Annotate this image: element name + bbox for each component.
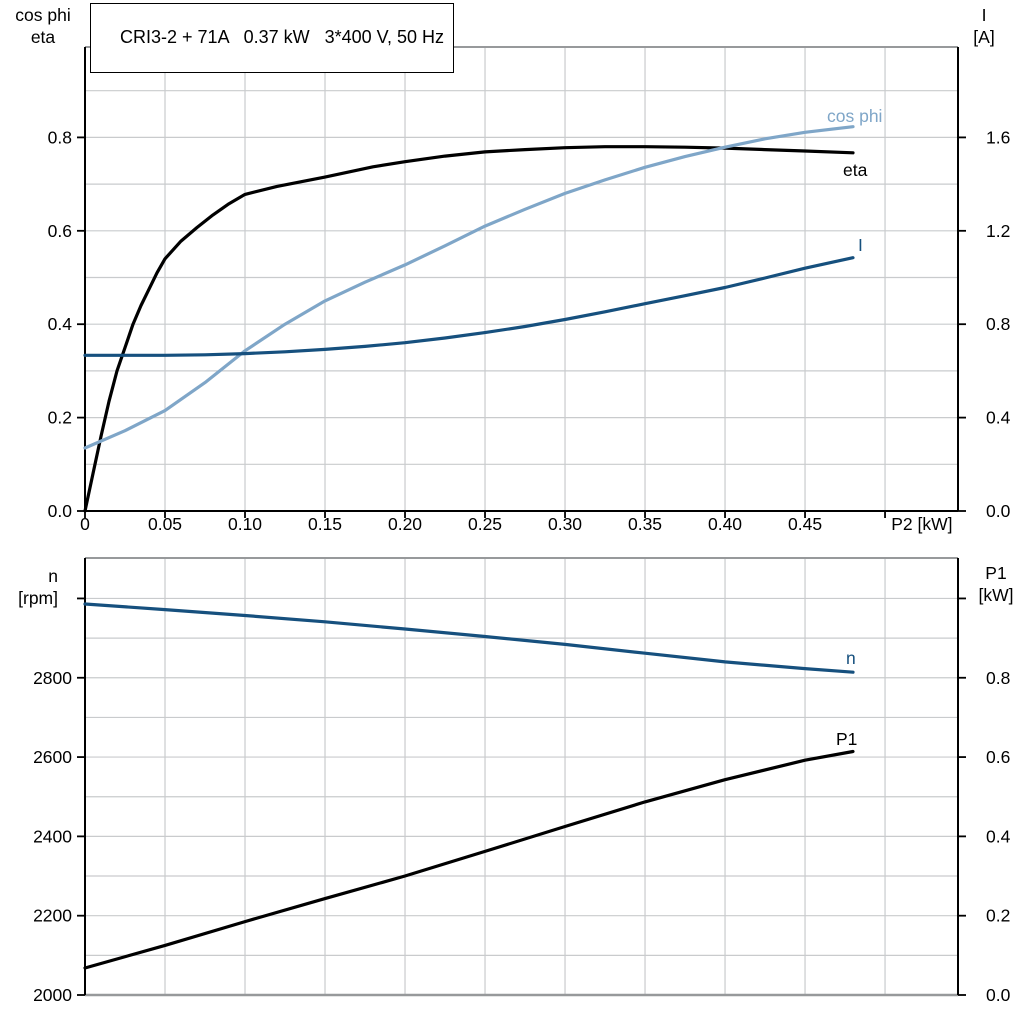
curve-label-current: I: [858, 235, 863, 255]
right-axis-tick-label: 0.0: [986, 985, 1011, 1005]
axis-ticks-and-labels: 2000 2200 2400 2600 2800 0.0 0.2 0.4 0.6 0.8: [33, 597, 1011, 1005]
x-axis-tick-label: 0.30: [548, 514, 582, 534]
axis-header-cos-phi: cos phi: [15, 5, 71, 25]
bottom-left-axis-header: n [rpm]: [0, 565, 58, 609]
curve-p1: [83, 749, 855, 970]
right-axis-tick-label: 0.8: [986, 314, 1010, 334]
axis-ticks-and-labels: 0.0 0.2 0.4 0.6 0.8 0.0 0.4 0.8 1.2 1.6 0 0.05 0.10 0…: [48, 127, 1011, 534]
axis-header-current: I: [981, 5, 987, 25]
curve-current: [83, 256, 855, 357]
x-axis-tick-label: 0.25: [468, 514, 502, 534]
right-axis-tick-label: 0.0: [986, 501, 1011, 521]
curve-label-eta: eta: [843, 160, 868, 180]
x-axis-tick-label: 0.40: [708, 514, 742, 534]
curve-speed: [83, 602, 855, 674]
curve-label-cos-phi: cos phi: [827, 106, 882, 126]
left-axis-tick-label: 2200: [33, 906, 72, 926]
motor-curves-top: 0.0 0.2 0.4 0.6 0.8 0.0 0.4 0.8 1.2 1.6 0 0.05 0.10 0…: [48, 46, 1011, 534]
curve-cos-phi: [83, 125, 855, 450]
right-axis-tick-label: 0.4: [986, 826, 1011, 846]
axis-header-p1: P1: [985, 563, 1007, 583]
left-axis-tick-label: 0.6: [48, 221, 72, 241]
x-axis-tick-label: 0.05: [148, 514, 182, 534]
right-axis-tick-label: 0.6: [986, 747, 1010, 767]
curve-label-speed: n: [846, 648, 856, 668]
left-axis-tick-label: 2400: [33, 826, 72, 846]
right-axis-tick-label: 0.2: [986, 906, 1010, 926]
top-right-axis-header: I [A]: [950, 4, 1018, 48]
right-axis-tick-label: 0.8: [986, 668, 1010, 688]
axis-header-speed: n: [48, 566, 58, 586]
x-axis-tick-label: 0.10: [228, 514, 262, 534]
left-axis-tick-label: 0.8: [48, 127, 72, 147]
x-axis-tick-label: 0.20: [388, 514, 422, 534]
chart-title: CRI3-2 + 71A 0.37 kW 3*400 V, 50 Hz: [120, 27, 445, 47]
left-axis-tick-label: 0.4: [48, 314, 73, 334]
series-curves: eta cos phi I: [83, 106, 882, 513]
plot-borders: [84, 557, 959, 997]
x-axis-tick-label: 0.15: [308, 514, 342, 534]
axis-header-speed-unit: [rpm]: [18, 588, 58, 608]
axis-header-eta: eta: [30, 27, 56, 47]
x-axis-tick-label: 0: [80, 514, 90, 534]
chart-title-box: CRI3-2 + 71A 0.37 kW 3*400 V, 50 Hz: [90, 3, 455, 73]
top-left-axis-header: cos phi eta: [8, 4, 78, 48]
axis-header-current-unit: [A]: [973, 27, 995, 47]
x-axis-tick-label: 0.35: [628, 514, 662, 534]
right-axis-tick-label: 0.4: [986, 408, 1011, 428]
axis-header-p1-unit: [kW]: [978, 585, 1014, 605]
left-axis-tick-label: 2600: [33, 747, 72, 767]
plot-borders: [84, 46, 959, 512]
motor-curves-bottom: 2000 2200 2400 2600 2800 0.0 0.2 0.4 0.6 0.8 n P1: [33, 557, 1011, 1005]
curve-label-p1: P1: [836, 729, 857, 749]
x-axis-unit-label: P2 [kW]: [891, 514, 952, 534]
left-axis-tick-label: 2000: [33, 985, 72, 1005]
left-axis-tick-label: 0.2: [48, 408, 72, 428]
series-curves: n P1: [83, 602, 857, 970]
curve-eta: [83, 145, 855, 513]
gridlines: [85, 558, 958, 995]
x-axis-tick-label: 0.45: [788, 514, 822, 534]
left-axis-tick-label: 2800: [33, 668, 72, 688]
right-axis-tick-label: 1.6: [986, 127, 1010, 147]
left-axis-tick-label: 0.0: [48, 501, 73, 521]
right-axis-tick-label: 1.2: [986, 221, 1010, 241]
bottom-right-axis-header: P1 [kW]: [966, 562, 1024, 606]
gridlines: [85, 47, 958, 511]
